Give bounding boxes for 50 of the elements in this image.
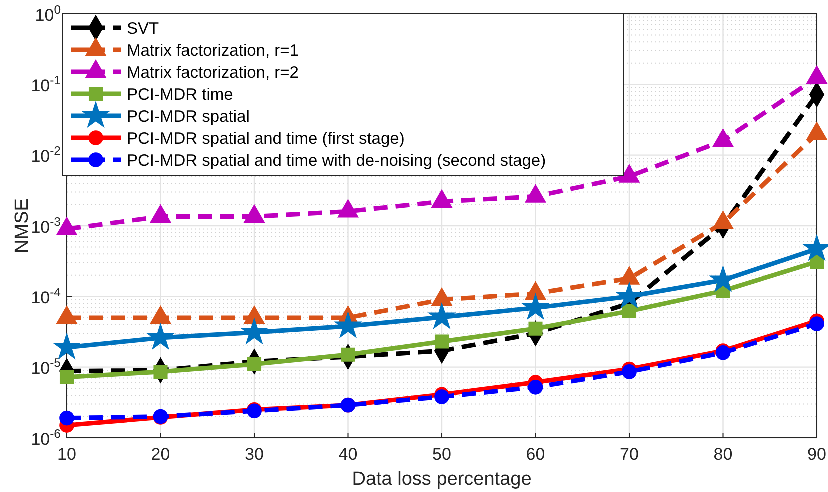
point [525, 184, 546, 203]
point [622, 304, 637, 318]
point [338, 200, 359, 218]
legend-label: PCI-MDR spatial and time with de-noising (second stage) [127, 152, 546, 170]
point [148, 324, 174, 350]
point [432, 190, 452, 208]
point [622, 364, 637, 380]
point [150, 204, 172, 224]
point [712, 128, 734, 148]
point [54, 334, 80, 359]
point [247, 357, 262, 372]
y-tick-label: 10$^{-5}$ [31, 356, 62, 378]
y-tick-label: 10$^{-1}$ [31, 73, 62, 96]
y-axis-title: NMSE [12, 198, 33, 254]
x-tick-label: 60 [526, 445, 546, 464]
point [60, 410, 74, 426]
legend-label: PCI-MDR spatial [127, 108, 250, 126]
x-tick-label: 50 [432, 445, 452, 464]
x-tick-label: 20 [151, 445, 170, 464]
point [341, 348, 356, 362]
point [335, 312, 362, 338]
legend-label: Matrix factorization, r=1 [127, 42, 299, 60]
y-tick-label: 10$^{-3}$ [31, 214, 62, 237]
point [619, 164, 640, 183]
point [60, 370, 74, 384]
x-tick-label: 90 [808, 445, 826, 464]
point [712, 211, 734, 230]
point [244, 204, 265, 224]
x-tick-label: 30 [245, 445, 264, 464]
x-tick-label: 70 [620, 445, 639, 464]
point [810, 316, 824, 332]
x-tick-label: 40 [338, 445, 358, 464]
point [434, 334, 450, 349]
point [806, 122, 828, 140]
legend-label: PCI-MDR time [127, 86, 234, 104]
point [528, 380, 544, 395]
legend-label: SVT [127, 20, 160, 38]
legend-label: PCI-MDR spatial and time (first stage) [127, 130, 405, 148]
point [428, 303, 456, 329]
legend-label: Matrix factorization, r=2 [127, 64, 299, 82]
x-tick-label: 80 [714, 445, 733, 464]
y-tick-label: 10$^{-4}$ [31, 285, 62, 308]
y-tick-label: 10$^{0}$ [35, 2, 62, 25]
point [154, 364, 168, 379]
point [241, 318, 268, 344]
point [522, 294, 549, 320]
x-axis-title: Data loss percentage [352, 469, 532, 490]
point [616, 282, 643, 308]
point [806, 66, 828, 84]
y-tick-label: 10$^{-2}$ [31, 144, 62, 166]
